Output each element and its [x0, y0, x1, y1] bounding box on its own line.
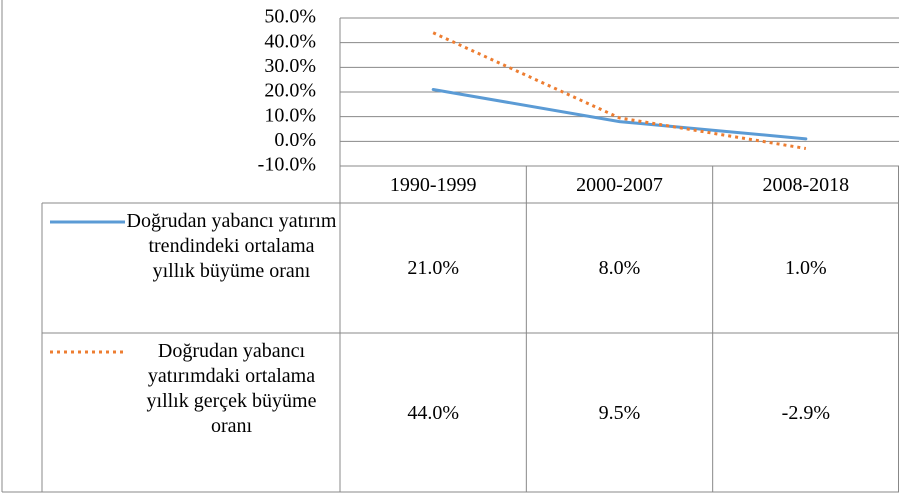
- y-tick-label: 50.0%: [264, 6, 316, 28]
- y-tick-label: -10.0%: [258, 154, 316, 176]
- series-line: [432, 31, 807, 150]
- data-label: 1.0%: [784, 257, 827, 279]
- x-tick-label: 2000-2007: [576, 174, 663, 196]
- x-tick-label: 2008-2018: [762, 174, 849, 196]
- x-tick-label: 1990-1999: [390, 174, 477, 196]
- data-label: 21.0%: [407, 257, 459, 279]
- legend-label: Doğrudan yabancı yatırım trendindeki ort…: [126, 210, 337, 282]
- data-label: 8.0%: [598, 257, 641, 279]
- y-tick-label: 10.0%: [264, 104, 316, 126]
- legend-label: Doğrudan yabancı yatırımdaki ortalama yı…: [146, 340, 317, 437]
- series-line: [431, 88, 808, 141]
- y-tick-label: 20.0%: [264, 80, 316, 102]
- y-tick-label: 0.0%: [274, 129, 316, 151]
- data-label: 44.0%: [407, 401, 459, 424]
- y-tick-label: 40.0%: [264, 30, 316, 52]
- data-label: 9.5%: [598, 401, 641, 424]
- y-tick-label: 30.0%: [264, 55, 316, 77]
- data-label: -2.9%: [781, 401, 830, 424]
